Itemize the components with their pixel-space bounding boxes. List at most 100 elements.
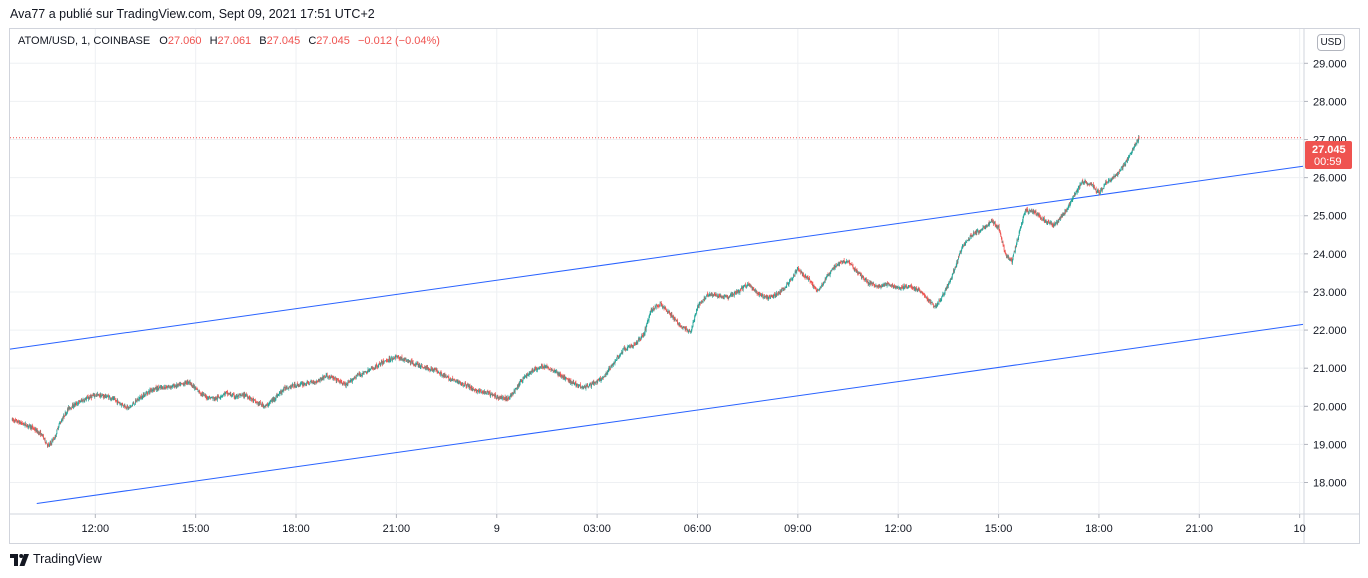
candle-body xyxy=(64,416,66,417)
candle-body xyxy=(726,295,728,298)
candle-body xyxy=(598,379,600,381)
candle-body xyxy=(413,364,415,366)
candle-body xyxy=(54,438,56,440)
candle-body xyxy=(674,318,676,319)
candle-body xyxy=(837,264,838,266)
candle-body xyxy=(264,406,266,407)
candle-body xyxy=(364,371,366,372)
currency-button[interactable]: USD xyxy=(1317,34,1345,51)
candle-body xyxy=(111,397,113,399)
candle-body xyxy=(246,394,247,396)
candle-body xyxy=(687,329,688,332)
symbol-info[interactable]: ATOM/USD, 1, COINBASE xyxy=(18,35,151,47)
candle-body xyxy=(374,367,376,369)
candle-body xyxy=(778,292,780,294)
candle-body xyxy=(862,275,864,278)
candle-body xyxy=(198,390,199,392)
candle-body xyxy=(545,365,547,367)
candle-body xyxy=(593,381,595,385)
candle-body xyxy=(204,394,205,397)
candle-body xyxy=(667,310,669,313)
candle-body xyxy=(297,384,299,386)
candle-body xyxy=(1000,233,1002,237)
candle-body xyxy=(876,285,877,287)
candle-body xyxy=(194,387,195,389)
candle-body xyxy=(896,286,898,289)
candle-body xyxy=(100,393,102,398)
time-tick-label: 15:00 xyxy=(182,523,210,535)
candle-body xyxy=(313,381,315,384)
candle-body xyxy=(614,362,615,364)
candle-body xyxy=(491,393,493,395)
candle-body xyxy=(1072,195,1074,199)
candle-body xyxy=(1085,180,1086,183)
candle-body xyxy=(491,393,493,396)
candle-body xyxy=(994,222,996,224)
candle-body xyxy=(80,400,82,402)
candle-body xyxy=(15,419,16,421)
candle-body xyxy=(339,381,340,383)
candle-body xyxy=(62,419,63,421)
candle-body xyxy=(773,294,775,297)
candle-body xyxy=(552,369,553,371)
candle-body xyxy=(683,326,684,328)
candle-body xyxy=(463,385,465,386)
candle-body xyxy=(695,310,697,315)
candle-body xyxy=(616,359,618,361)
candle-body xyxy=(205,395,207,397)
candle-body xyxy=(488,392,490,394)
candle-body xyxy=(890,285,892,286)
candle-body xyxy=(1002,242,1004,245)
candle-body xyxy=(669,313,671,314)
candle-body xyxy=(364,371,366,373)
candle-body xyxy=(245,394,247,396)
candle-body xyxy=(1006,256,1008,257)
candle-body xyxy=(706,294,708,296)
candle-body xyxy=(267,405,269,406)
candle-body xyxy=(41,433,43,437)
candle-body xyxy=(617,356,619,358)
candle-body xyxy=(494,394,496,396)
candle-body xyxy=(12,418,14,420)
candle-body xyxy=(1090,183,1092,185)
candle-body xyxy=(341,383,343,385)
candle-body xyxy=(1033,211,1035,213)
candle-body xyxy=(587,385,589,386)
candle-body xyxy=(509,396,511,398)
candle-body xyxy=(377,366,379,368)
candle-body xyxy=(954,267,956,271)
candle-body xyxy=(1050,221,1051,224)
candle-body xyxy=(130,405,131,407)
candle-body xyxy=(1070,201,1071,205)
candle-body xyxy=(135,399,137,401)
candle-body xyxy=(808,278,809,281)
candle-body xyxy=(379,364,381,366)
trendline-lower[interactable] xyxy=(36,323,1304,504)
candle-body xyxy=(393,357,395,359)
candle-body xyxy=(359,374,361,376)
candle-body xyxy=(659,302,661,306)
candle-body xyxy=(858,272,860,274)
candle-body xyxy=(230,393,232,396)
candle-body xyxy=(1086,183,1088,186)
candle-body xyxy=(336,379,338,381)
candle-body xyxy=(307,381,309,384)
candle-body xyxy=(641,335,643,337)
candle-body xyxy=(328,375,330,378)
candle-body xyxy=(944,293,945,294)
candle-body xyxy=(437,372,439,374)
trendline-upper[interactable] xyxy=(9,165,1304,350)
candle-body xyxy=(402,360,404,361)
candle-body xyxy=(319,379,321,382)
candle-body xyxy=(1110,180,1112,182)
candle-body xyxy=(810,281,812,283)
candle-body xyxy=(620,352,622,354)
candle-body xyxy=(807,276,809,280)
candle-body xyxy=(845,261,847,262)
candle-body xyxy=(234,396,236,398)
candle-body xyxy=(338,379,339,381)
candle-body xyxy=(1067,209,1069,211)
candle-body xyxy=(857,271,858,274)
candle-body xyxy=(446,377,448,378)
